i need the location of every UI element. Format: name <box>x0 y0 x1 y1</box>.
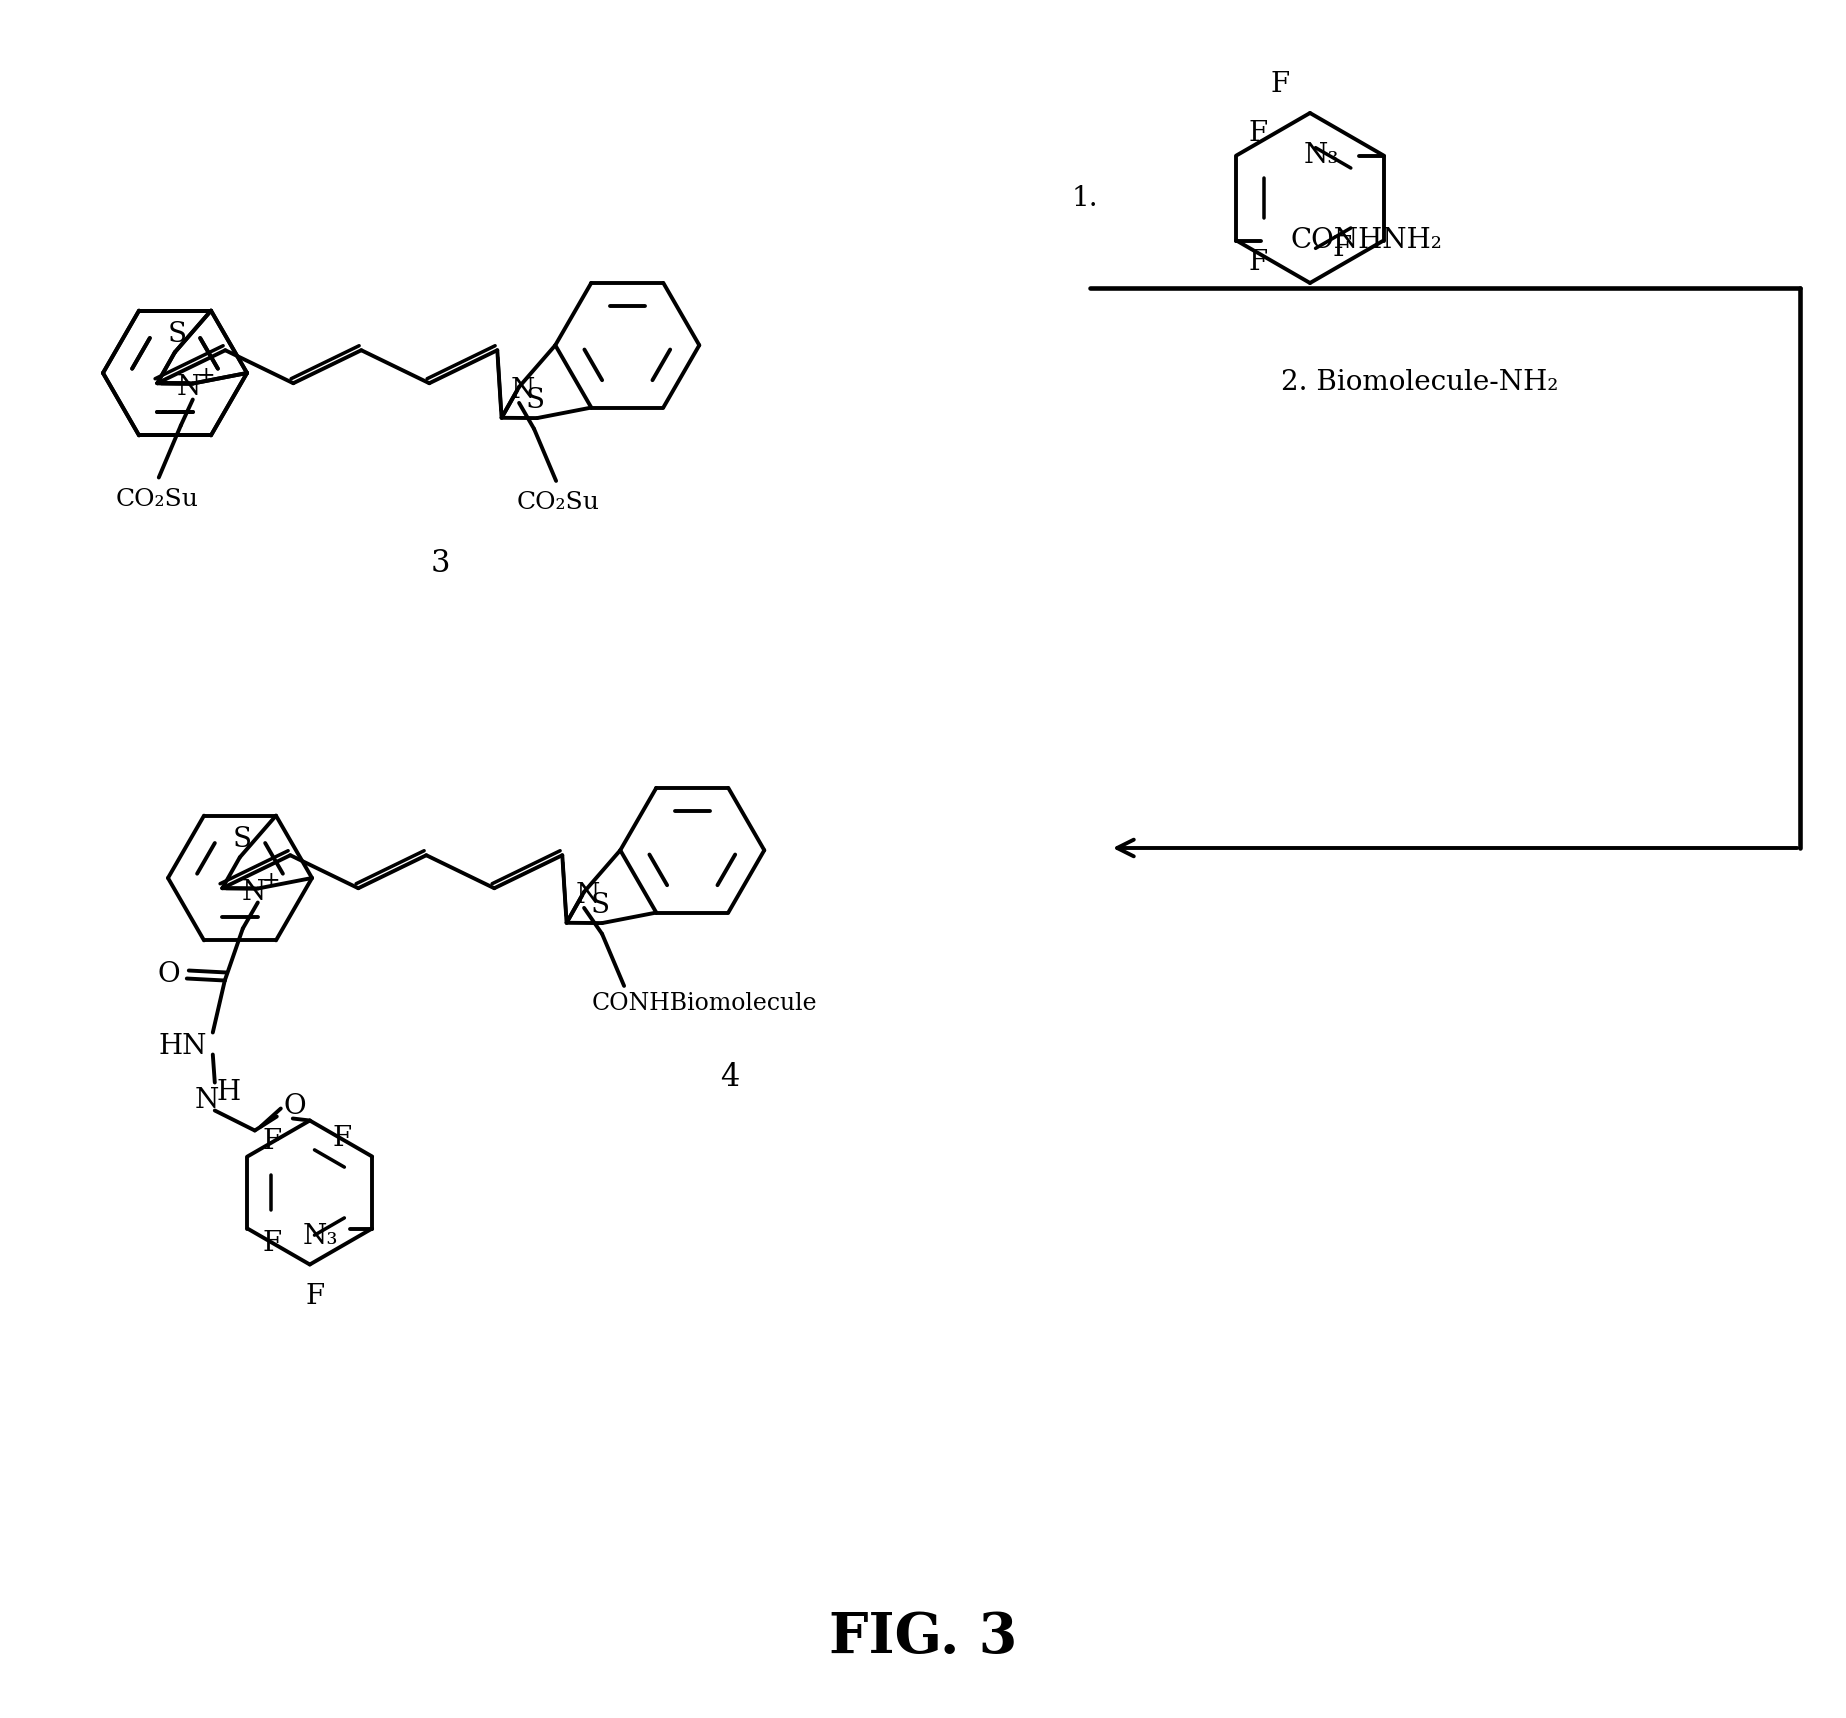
Text: +: + <box>196 364 216 387</box>
Text: CONHBiomolecule: CONHBiomolecule <box>591 993 818 1015</box>
Text: F: F <box>1333 235 1351 263</box>
Text: F: F <box>1250 120 1268 148</box>
Text: N₃: N₃ <box>303 1223 338 1251</box>
Text: F: F <box>305 1283 325 1311</box>
Text: O: O <box>157 960 181 988</box>
Text: S: S <box>591 892 609 919</box>
Text: 3: 3 <box>430 548 450 579</box>
Text: N: N <box>194 1087 220 1113</box>
Text: N: N <box>242 880 266 905</box>
Text: F: F <box>332 1125 353 1153</box>
Text: N₃: N₃ <box>1303 143 1340 168</box>
Text: HN: HN <box>159 1033 207 1060</box>
Text: S: S <box>168 321 186 347</box>
Text: S: S <box>233 826 251 852</box>
Text: F: F <box>262 1230 282 1258</box>
Text: F: F <box>262 1129 282 1154</box>
Text: CO₂Su: CO₂Su <box>114 488 198 510</box>
Text: F: F <box>1270 72 1290 98</box>
Text: CONHNH₂: CONHNH₂ <box>1290 227 1442 254</box>
Text: F: F <box>1250 249 1268 277</box>
Text: S: S <box>526 387 545 414</box>
Text: 1.: 1. <box>1073 184 1098 211</box>
Text: O: O <box>284 1093 306 1120</box>
Text: H: H <box>216 1079 240 1106</box>
Text: N: N <box>576 883 600 909</box>
Text: FIG. 3: FIG. 3 <box>829 1610 1017 1665</box>
Text: 2. Biomolecule-NH₂: 2. Biomolecule-NH₂ <box>1281 369 1558 397</box>
Text: 4: 4 <box>720 1062 740 1093</box>
Text: N: N <box>511 378 535 404</box>
Text: N: N <box>177 375 201 400</box>
Text: +: + <box>262 869 281 892</box>
Text: CO₂Su: CO₂Su <box>517 491 600 514</box>
